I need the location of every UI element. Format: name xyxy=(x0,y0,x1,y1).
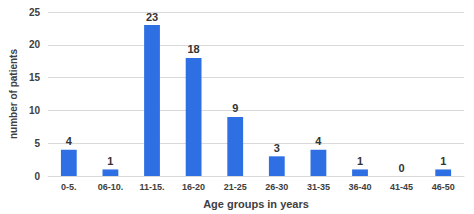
svg-text:0: 0 xyxy=(34,171,40,182)
svg-text:5: 5 xyxy=(34,138,40,149)
svg-text:15: 15 xyxy=(29,72,41,83)
svg-text:26-30: 26-30 xyxy=(265,182,288,192)
svg-text:10: 10 xyxy=(29,105,41,116)
svg-text:23: 23 xyxy=(146,11,158,23)
svg-text:25: 25 xyxy=(29,7,41,18)
svg-text:06-10.: 06-10. xyxy=(98,182,124,192)
svg-text:4: 4 xyxy=(66,135,73,147)
svg-text:1: 1 xyxy=(357,155,363,167)
svg-text:1: 1 xyxy=(440,155,446,167)
svg-text:31-35: 31-35 xyxy=(307,182,330,192)
svg-text:0: 0 xyxy=(399,162,405,174)
svg-text:Age groups in years: Age groups in years xyxy=(203,198,309,210)
svg-text:41-45: 41-45 xyxy=(390,182,413,192)
svg-text:4: 4 xyxy=(315,135,322,147)
svg-text:36-40: 36-40 xyxy=(348,182,371,192)
svg-text:18: 18 xyxy=(187,43,199,55)
svg-text:16-20: 16-20 xyxy=(182,182,205,192)
svg-text:21-25: 21-25 xyxy=(224,182,247,192)
svg-text:11-15.: 11-15. xyxy=(140,182,165,192)
svg-text:20: 20 xyxy=(29,39,41,50)
svg-text:1: 1 xyxy=(107,155,113,167)
svg-text:46-50: 46-50 xyxy=(432,182,455,192)
svg-text:0-5.: 0-5. xyxy=(61,182,77,192)
svg-text:3: 3 xyxy=(274,142,280,154)
svg-text:number of patients: number of patients xyxy=(8,49,19,139)
svg-text:9: 9 xyxy=(232,102,238,114)
